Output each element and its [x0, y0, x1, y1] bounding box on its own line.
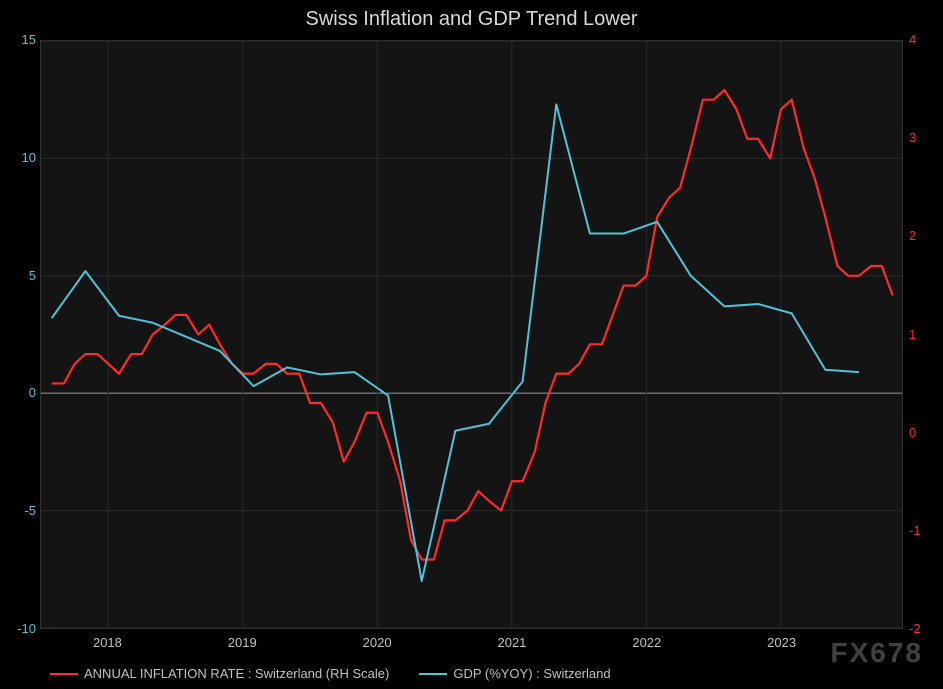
y-left-tick-label: 15: [2, 32, 36, 47]
legend-item-inflation: ANNUAL INFLATION RATE : Switzerland (RH …: [50, 666, 389, 681]
chart-title: Swiss Inflation and GDP Trend Lower: [0, 8, 943, 31]
legend-swatch-gdp: [419, 673, 447, 675]
y-left-tick-label: 5: [2, 268, 36, 283]
chart-container: Swiss Inflation and GDP Trend Lower -10-…: [0, 0, 943, 689]
legend: ANNUAL INFLATION RATE : Switzerland (RH …: [50, 666, 893, 681]
y-right-tick-label: 0: [909, 425, 943, 440]
series-gdp_left: [52, 104, 859, 581]
watermark: FX678: [831, 637, 924, 669]
legend-label-gdp: GDP (%YOY) : Switzerland: [453, 666, 610, 681]
series-inflation_rh: [52, 90, 893, 560]
x-tick-label: 2021: [497, 635, 526, 650]
x-tick-label: 2019: [228, 635, 257, 650]
plot-area: [40, 40, 903, 629]
y-right-tick-label: 2: [909, 228, 943, 243]
y-left-tick-label: 10: [2, 150, 36, 165]
x-tick-label: 2023: [767, 635, 796, 650]
y-left-tick-label: 0: [2, 385, 36, 400]
x-tick-label: 2022: [632, 635, 661, 650]
x-tick-label: 2018: [93, 635, 122, 650]
legend-swatch-inflation: [50, 673, 78, 675]
y-right-tick-label: 1: [909, 327, 943, 342]
x-tick-label: 2020: [363, 635, 392, 650]
y-left-tick-label: -10: [2, 621, 36, 636]
y-right-tick-label: 3: [909, 130, 943, 145]
y-right-tick-label: 4: [909, 32, 943, 47]
y-left-tick-label: -5: [2, 503, 36, 518]
y-right-tick-label: -2: [909, 621, 943, 636]
legend-item-gdp: GDP (%YOY) : Switzerland: [419, 666, 610, 681]
chart-lines-svg: [41, 41, 902, 628]
y-right-tick-label: -1: [909, 523, 943, 538]
legend-label-inflation: ANNUAL INFLATION RATE : Switzerland (RH …: [84, 666, 389, 681]
